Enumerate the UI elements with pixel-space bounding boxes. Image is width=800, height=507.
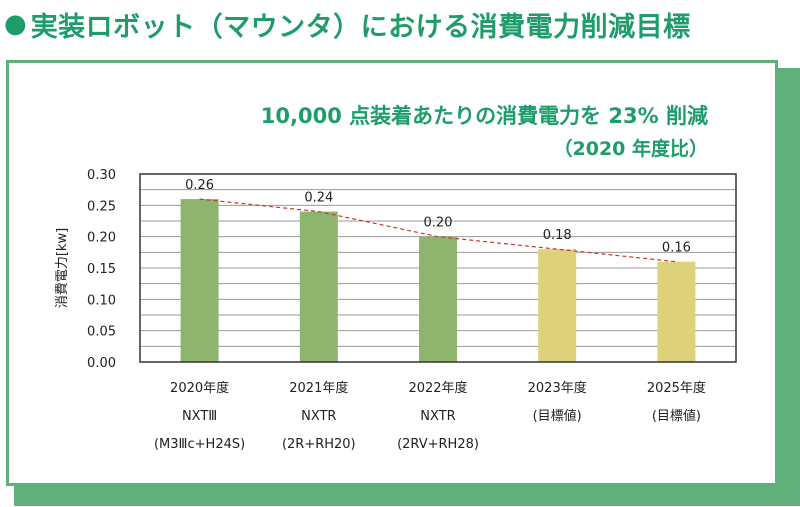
bar-value-label: 0.26 xyxy=(185,178,214,193)
x-tick-label: (目標値) xyxy=(533,408,582,424)
y-tick-label: 0.15 xyxy=(87,262,116,277)
bar-value-label: 0.24 xyxy=(304,191,333,206)
y-tick-label: 0.25 xyxy=(87,199,116,214)
page-title: 実装ロボット（マウンタ）における消費電力削減目標 xyxy=(30,11,691,43)
x-tick-label: (目標値) xyxy=(652,408,701,424)
x-tick-label: (2RV+RH28) xyxy=(397,437,479,452)
chart-subtitle: 10,000 点装着あたりの消費電力を 23% 削減 xyxy=(260,104,708,128)
chart-subtitle-note: （2020 年度比） xyxy=(553,138,709,160)
bar xyxy=(180,199,219,362)
x-tick-label: 2021年度 xyxy=(289,380,348,396)
page-header: ● 実装ロボット（マウンタ）における消費電力削減目標 xyxy=(4,4,691,44)
y-tick-label: 0.30 xyxy=(87,168,116,183)
y-tick-label: 0.20 xyxy=(87,231,116,246)
bar-value-label: 0.20 xyxy=(424,216,453,231)
x-tick-label: NXTR xyxy=(301,409,336,424)
y-tick-label: 0.00 xyxy=(87,356,116,371)
y-tick-label: 0.10 xyxy=(87,293,116,308)
x-tick-label: 2023年度 xyxy=(528,380,587,396)
x-tick-label: NXTⅢ xyxy=(182,409,217,424)
x-tick-label: NXTR xyxy=(420,409,455,424)
x-tick-label: (M3Ⅲc+H24S) xyxy=(154,437,245,452)
y-tick-label: 0.05 xyxy=(87,325,116,340)
chart-card xyxy=(6,60,778,486)
bar xyxy=(299,211,338,362)
x-tick-label: 2022年度 xyxy=(408,380,467,396)
bar xyxy=(419,236,457,362)
x-tick-label: (2R+RH20) xyxy=(282,437,356,452)
plot-frame xyxy=(139,173,737,363)
trend-line xyxy=(199,198,677,263)
bar xyxy=(538,249,577,362)
bar-value-label: 0.18 xyxy=(543,228,572,243)
x-tick-label: 2020年度 xyxy=(170,380,229,396)
y-axis-label: 消費電力[kw] xyxy=(55,228,70,308)
bar xyxy=(657,261,696,362)
x-tick-label: 2025年度 xyxy=(647,380,706,396)
bar-value-label: 0.16 xyxy=(662,241,691,256)
bullet-icon: ● xyxy=(4,9,27,39)
